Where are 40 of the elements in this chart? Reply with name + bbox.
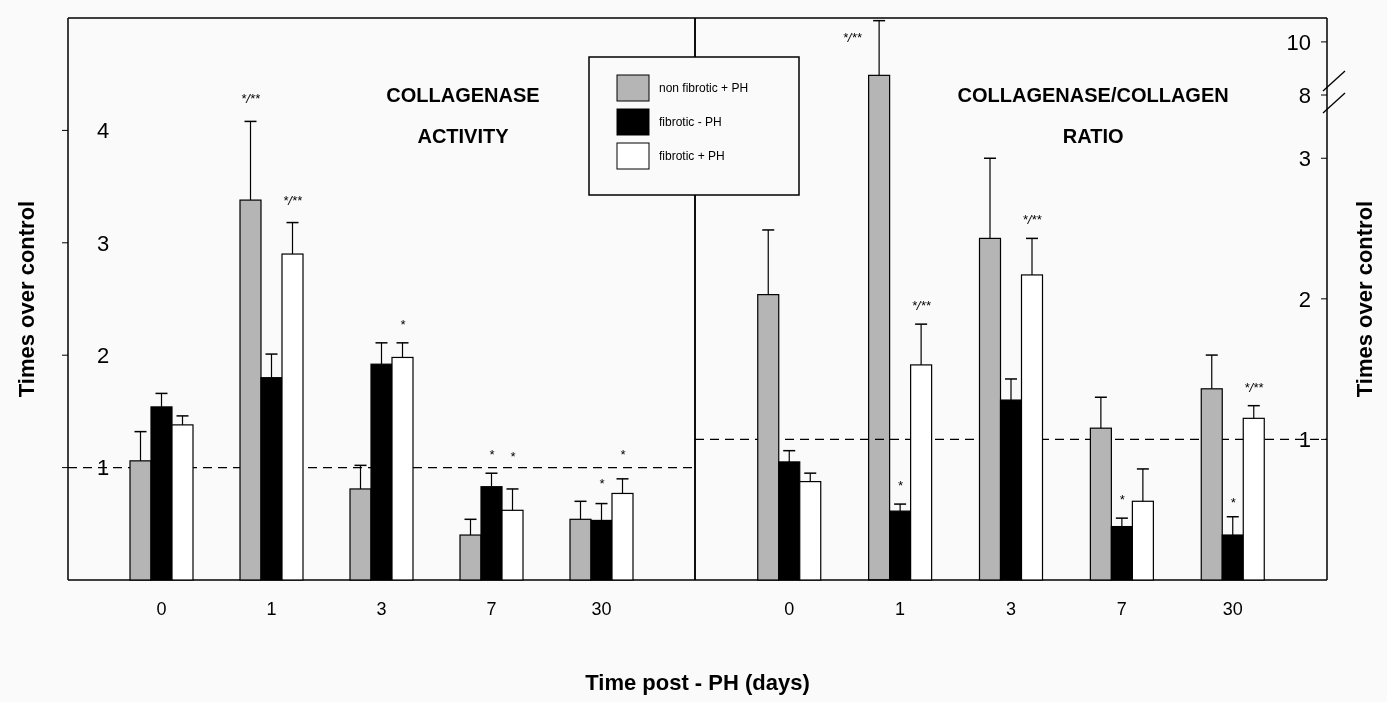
y-tick-label: 3 [96,230,110,256]
annotation: * [1119,492,1126,508]
annotation: */** [1022,212,1043,228]
x-tick-label: 1 [266,599,277,619]
annotation: */** [1244,379,1265,395]
y2-tick-label: 10 [1286,29,1311,55]
x-tick-label: 0 [784,599,795,619]
text: COLLAGENASE ACTIVITY [386,84,540,147]
y2-axis-title: Times over control [1352,200,1377,398]
y2-tick-label: 1 [1298,427,1311,453]
annotation: */** [842,30,863,45]
x-tick-label: 30 [591,599,612,619]
x-tick-label: 3 [1005,599,1017,619]
y-tick-label: 2 [96,342,110,368]
x-tick-label: 0 [156,599,167,619]
x-tick-label: 7 [1116,599,1127,619]
y-tick-label: 4 [96,118,110,144]
x-tick-label: 30 [1222,599,1243,619]
annotation: */** [241,91,261,107]
annotation: * [897,478,904,494]
y2-tick-label: 8 [1298,82,1311,108]
legend-label: fibrotic + PH [659,149,725,164]
annotation: * [399,316,406,332]
annotation: * [488,447,495,463]
annotation: */** [283,192,303,208]
annotation: * [1230,494,1237,510]
legend-label: non fibrotic + PH [659,81,749,96]
x-tick-label: 3 [376,599,387,619]
y2-tick-label: 3 [1298,145,1311,171]
annotation: * [509,448,516,464]
y-axis-title: Times over control [14,200,39,398]
annotation: * [598,475,605,491]
legend-label: fibrotic - PH [659,115,722,130]
annotation: * [619,446,626,462]
x-axis-title: Time post - PH (days) [585,670,810,695]
y2-tick-label: 2 [1298,286,1311,312]
annotation: */** [911,298,932,314]
x-tick-label: 1 [895,599,906,619]
text: COLLAGENASE/COLLAGEN RATIO [957,84,1229,147]
x-tick-label: 7 [486,599,497,619]
